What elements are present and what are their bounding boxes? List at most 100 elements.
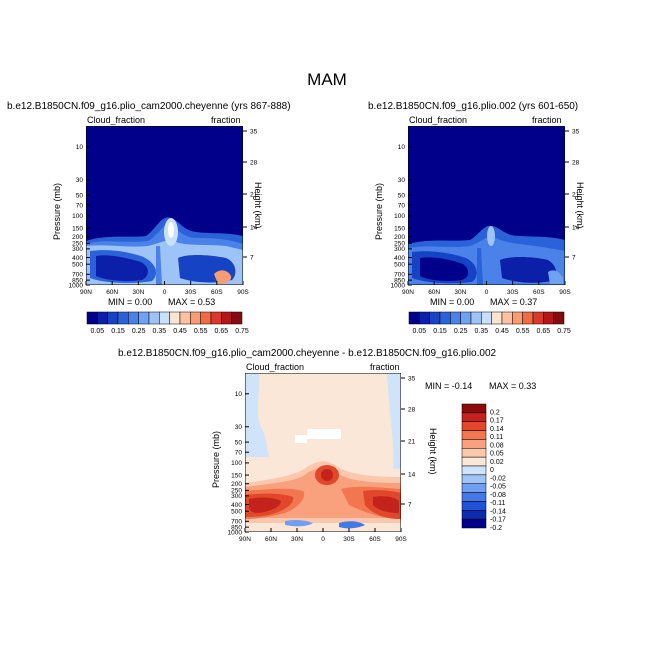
y-right-tick-label: 35 bbox=[572, 128, 580, 135]
panel3-variable-label: Cloud_fraction bbox=[246, 362, 305, 372]
colorbar-label: 0.15 bbox=[433, 328, 447, 335]
y-tick-label: 850 bbox=[231, 524, 242, 531]
panel1-axes: 90N 60N 30N 0 30S 60S 90S103050701001502002503… bbox=[69, 128, 258, 296]
panel1-variable-label: Cloud_fraction bbox=[87, 115, 146, 125]
colorbar-swatch bbox=[210, 311, 222, 325]
colorbar-label: -0.11 bbox=[490, 500, 506, 507]
colorbar-label: 0.25 bbox=[454, 328, 468, 335]
colorbar-swatch bbox=[460, 311, 472, 325]
panel2-contour-antarctic bbox=[548, 270, 563, 284]
y-right-tick-label: 7 bbox=[408, 501, 412, 508]
y-tick-label: 30 bbox=[235, 424, 243, 431]
y-tick-label: 30 bbox=[76, 177, 84, 184]
x-tick-label: 30N bbox=[454, 289, 466, 296]
y-right-tick-label: 14 bbox=[408, 471, 416, 478]
y-right-tick-label: 7 bbox=[250, 254, 254, 261]
y-right-tick-label: 35 bbox=[408, 375, 416, 382]
panel3-contour-neg-sh bbox=[387, 373, 401, 469]
colorbar-swatch bbox=[117, 311, 129, 325]
panel3-contour-neg-low-b bbox=[339, 521, 365, 529]
x-tick-label: 30N bbox=[132, 289, 144, 296]
panel2-contour-low-sh bbox=[500, 257, 557, 283]
y-tick-label: 200 bbox=[231, 481, 242, 488]
y-tick-label: 150 bbox=[394, 225, 405, 232]
colorbar-label: 0.08 bbox=[490, 442, 504, 449]
panel1-max-label: MAX = 0.53 bbox=[168, 297, 216, 307]
colorbar-swatch bbox=[461, 474, 487, 484]
colorbar-label: 0.55 bbox=[194, 328, 208, 335]
colorbar-swatch bbox=[200, 311, 212, 325]
y-tick-label: 250 bbox=[231, 488, 242, 495]
colorbar-swatch bbox=[169, 311, 181, 325]
colorbar-swatch bbox=[439, 311, 451, 325]
colorbar-label: 0.35 bbox=[475, 328, 489, 335]
y-tick-label: 70 bbox=[398, 202, 406, 209]
panel2-axes: 90N 60N 30N 0 30S 60S 90S103050701001502002503… bbox=[391, 128, 580, 296]
x-tick-label: 60N bbox=[106, 289, 118, 296]
colorbar-swatch bbox=[461, 430, 487, 440]
y-tick-label: 10 bbox=[398, 144, 406, 151]
y-right-tick-label: 7 bbox=[572, 254, 576, 261]
colorbar-label: 0.35 bbox=[153, 328, 167, 335]
y-tick-label: 300 bbox=[394, 246, 405, 253]
x-tick-label: 0 bbox=[321, 536, 325, 543]
panel2-contour-min-nh bbox=[420, 257, 469, 281]
colorbar-swatch bbox=[461, 456, 487, 467]
x-tick-label: 90N bbox=[239, 536, 251, 543]
x-tick-label: 90N bbox=[402, 289, 414, 296]
y-tick-label: 850 bbox=[394, 277, 405, 284]
y-tick-label: 10 bbox=[235, 391, 243, 398]
y-right-tick-label: 14 bbox=[572, 224, 580, 231]
colorbar-swatch bbox=[461, 492, 487, 502]
colorbar-swatch bbox=[159, 311, 170, 325]
panel1-plot bbox=[86, 126, 243, 285]
colorbar-label: 0.11 bbox=[490, 434, 503, 441]
y-tick-label: 1000 bbox=[391, 282, 406, 289]
panel1-colorbar: 0.05 0.15 0.25 0.35 0.45 0.55 0.65 0.75 bbox=[86, 311, 249, 335]
y-right-tick-label: 35 bbox=[250, 128, 258, 135]
colorbar-swatch bbox=[138, 311, 150, 325]
colorbar-swatch bbox=[190, 311, 201, 325]
x-tick-label: 60S bbox=[211, 289, 223, 296]
x-tick-label: 0 bbox=[163, 289, 167, 296]
colorbar-label: 0.15 bbox=[111, 328, 125, 335]
x-tick-label: 30N bbox=[291, 536, 303, 543]
colorbar-swatch bbox=[221, 311, 232, 325]
colorbar-swatch bbox=[461, 412, 487, 422]
colorbar-swatch bbox=[107, 311, 119, 325]
colorbar-swatch bbox=[491, 311, 503, 325]
colorbar-label: 0.17 bbox=[490, 418, 504, 425]
colorbar-swatch bbox=[461, 510, 487, 520]
y-right-tick-label: 28 bbox=[408, 406, 416, 413]
x-tick-label: 60N bbox=[265, 536, 277, 543]
panel1-contour-antarctic-hotspot bbox=[214, 270, 232, 284]
colorbar-swatch bbox=[461, 518, 487, 529]
colorbar-label: 0.25 bbox=[132, 328, 146, 335]
colorbar-label: -0.14 bbox=[490, 508, 506, 515]
colorbar-swatch bbox=[461, 501, 487, 511]
x-tick-label: 60N bbox=[428, 289, 440, 296]
y-tick-label: 30 bbox=[398, 177, 406, 184]
colorbar-swatch bbox=[461, 403, 487, 414]
panel2-plot bbox=[408, 126, 565, 285]
panel1-min-label: MIN = 0.00 bbox=[108, 297, 153, 307]
colorbar-swatch bbox=[522, 311, 534, 325]
y-tick-label: 300 bbox=[72, 246, 83, 253]
panel3-contour-neg-nh bbox=[245, 373, 269, 457]
colorbar-swatch bbox=[461, 483, 487, 493]
colorbar-label: 0.45 bbox=[495, 328, 509, 335]
colorbar-swatch bbox=[470, 311, 482, 325]
colorbar-swatch bbox=[543, 311, 554, 325]
panel3-min-label: MIN = -0.14 bbox=[425, 381, 473, 391]
colorbar-label: 0.05 bbox=[91, 328, 105, 335]
colorbar-label: 0.75 bbox=[235, 328, 249, 335]
y-tick-label: 700 bbox=[231, 519, 242, 526]
panel3-contour-0.17-eq bbox=[321, 469, 333, 481]
colorbar-swatch bbox=[179, 311, 191, 325]
colorbar-label: 0.14 bbox=[490, 426, 504, 433]
colorbar-swatch bbox=[461, 439, 487, 449]
panel2-max-label: MAX = 0.37 bbox=[490, 297, 538, 307]
y-tick-label: 700 bbox=[72, 272, 83, 279]
y-tick-label: 150 bbox=[231, 472, 242, 479]
y-tick-label: 400 bbox=[231, 502, 242, 509]
